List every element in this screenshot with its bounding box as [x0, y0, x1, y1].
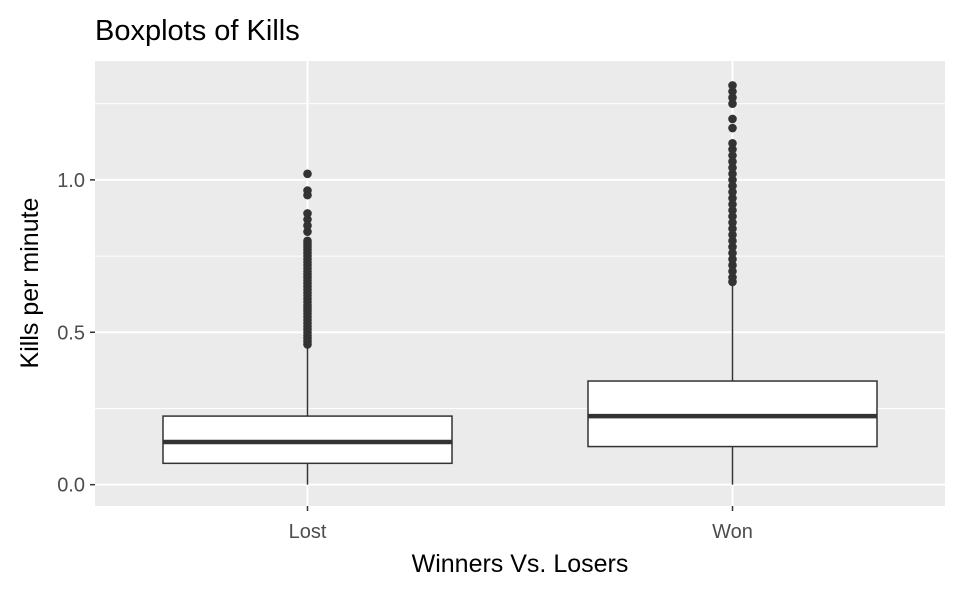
outlier-point [728, 224, 737, 233]
outlier-point [728, 87, 737, 96]
outlier-point [728, 181, 737, 191]
y-tick-label: 0.0 [57, 475, 85, 497]
outlier-point [303, 227, 312, 236]
outlier-point [728, 218, 737, 227]
outlier-point [728, 193, 737, 203]
outlier-point [303, 169, 312, 179]
outlier-point [728, 212, 737, 221]
outlier-point [303, 236, 312, 246]
boxes [162, 81, 878, 485]
outlier-point [728, 157, 737, 166]
x-tick-label: Lost [289, 521, 327, 543]
outlier-point [728, 206, 737, 215]
iqr-box [587, 380, 878, 448]
box-won [587, 81, 878, 485]
outlier-point [728, 187, 737, 197]
iqr-box [162, 415, 453, 465]
outlier-point [728, 248, 737, 258]
outlier-point [728, 145, 737, 154]
outlier-point [728, 93, 737, 102]
outlier-point [303, 215, 312, 224]
outlier-point [728, 199, 737, 209]
y-tick-label: 1.0 [57, 170, 85, 192]
outlier-point [303, 186, 312, 195]
outlier-point [728, 81, 737, 90]
y-tick-label: 0.5 [57, 322, 85, 344]
outlier-point [728, 175, 737, 185]
outlier-point [728, 230, 737, 240]
y-axis-title: Kills per minute [16, 198, 44, 369]
outlier-point [728, 99, 737, 108]
outlier-point [728, 114, 737, 124]
outlier-point [728, 151, 737, 160]
outlier-point [728, 267, 737, 276]
axis-ticks: 0.0 0.5 1.0 Lost Won [57, 170, 753, 543]
x-tick-label: Won [712, 521, 753, 543]
outlier-point [728, 138, 737, 148]
outlier-point [728, 273, 737, 282]
outlier-point [728, 236, 737, 246]
outlier-point [728, 254, 737, 264]
x-axis-title: Winners Vs. Losers [412, 550, 629, 578]
outlier-point [303, 221, 312, 230]
outlier-point [728, 260, 737, 270]
outlier-point [728, 242, 737, 252]
outlier-point [303, 209, 312, 218]
outlier-point [728, 123, 737, 133]
chart-title: Boxplots of Kills [95, 15, 300, 47]
outlier-point [728, 169, 737, 179]
box-lost [162, 169, 453, 485]
outlier-point [728, 163, 737, 172]
